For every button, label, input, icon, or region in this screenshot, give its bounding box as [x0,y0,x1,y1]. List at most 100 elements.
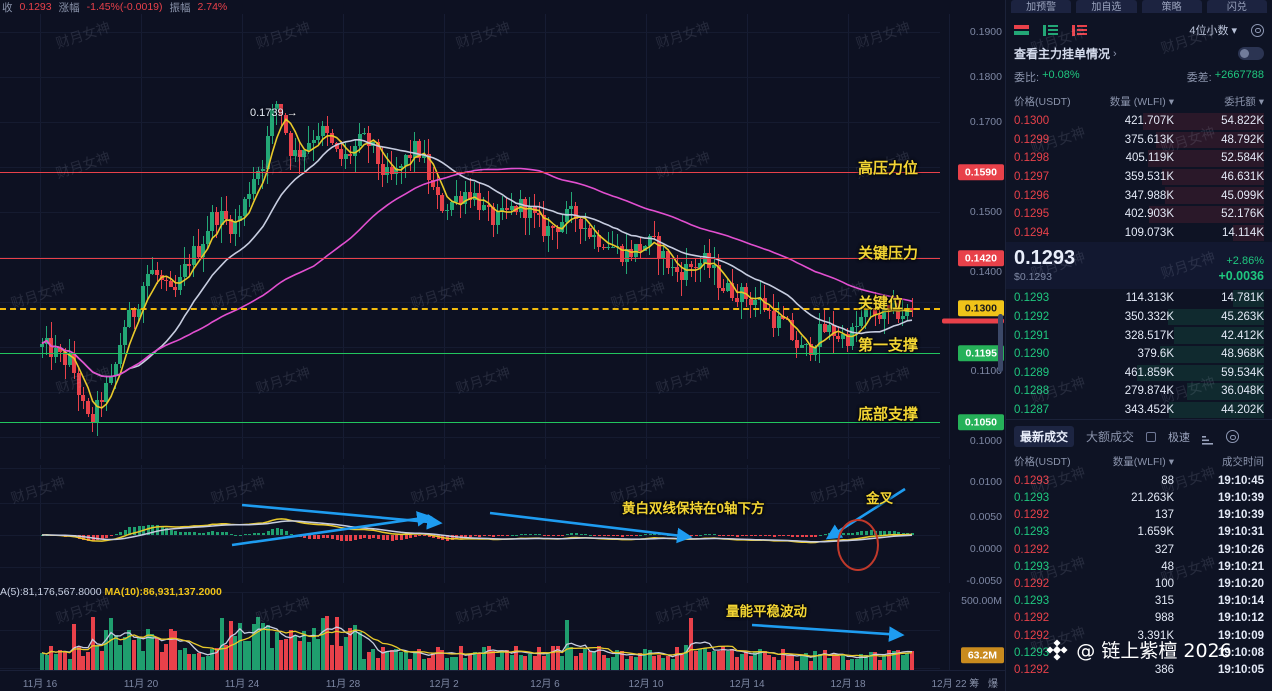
gridline-v [141,465,142,583]
bid-rows[interactable]: 0.1293 114.313K 14.781K 0.1292 350.332K 45.26… [1006,289,1272,419]
market-panel[interactable]: 加预警 加自选 策略 闪兑 4位小数 ▾ 查看主力挂单情况 › [1005,0,1272,691]
main-orders-link[interactable]: 查看主力挂单情况 › [1006,43,1272,66]
volume-bar [330,644,334,670]
macd-bar [690,535,694,536]
favorite-button[interactable]: 加自选 [1076,0,1137,13]
change-label: 涨幅 [58,1,80,14]
ask-row[interactable]: 0.1298 405.119K 52.584K [1006,149,1272,168]
volume-bar [698,648,703,670]
volume-bar [440,649,445,670]
main-orders-toggle[interactable] [1238,47,1264,60]
orderbook-col-total[interactable]: 委托额 ▾ [1224,96,1264,108]
volume-bar [730,649,735,670]
ask-row[interactable]: 0.1297 359.531K 46.631K [1006,168,1272,187]
macd-bar [252,533,256,535]
trades-gear-icon[interactable] [1226,430,1240,444]
volume-bar [661,657,666,670]
xaxis-corner-label[interactable]: 筹 爆 [969,679,1001,690]
bid-row[interactable]: 0.1290 379.6K 48.968K [1006,345,1272,364]
xtick-3: 11月 28 [325,679,361,690]
macd-pane[interactable]: 黄白双线保持在0轴下方 金叉 [0,465,950,583]
macd-bar [501,535,505,536]
depth-asks-icon[interactable] [1072,24,1087,37]
order-total: 54.822K [1221,115,1264,128]
volume-bar [168,628,173,670]
macd-bar [809,535,813,538]
bid-row[interactable]: 0.1292 350.332K 45.263K [1006,308,1272,327]
trade-rows[interactable]: 0.1293 88 19:10:45 0.1293 21.263K 19:10:39 0.1… [1006,472,1272,678]
depth-both-icon[interactable] [1014,24,1029,37]
trades-col-amount[interactable]: 数量(WLFI) ▾ [1112,456,1174,469]
volume-bar [481,647,486,670]
price-tag-high-resistance[interactable]: 0.1590 [957,164,1004,180]
strategy-button[interactable]: 策略 [1141,0,1202,13]
volume-bar [776,659,781,670]
ask-row[interactable]: 0.1300 421.707K 54.822K [1006,112,1272,131]
tab-latest-trades[interactable]: 最新成交 [1014,426,1075,448]
tab-large-trades[interactable]: 大额成交 [1086,430,1135,445]
volume-pane[interactable]: A(5):81,176,567.8000 MA(10):86,931,137.2… [0,586,950,670]
panel-top-buttons[interactable]: 加预警 加自选 策略 闪兑 [1006,0,1272,13]
depth-bids-icon[interactable] [1043,24,1058,37]
bid-row[interactable]: 0.1287 343.452K 44.202K [1006,401,1272,420]
ask-row[interactable]: 0.1299 375.613K 48.792K [1006,131,1272,150]
chart-area[interactable]: 收 0.1293 涨幅 -1.45%(-0.0019) 振幅 2.74% 高压力… [0,0,1005,691]
macd-bar [96,535,100,541]
price-tag-bottom-support[interactable]: 0.1050 [957,414,1004,430]
macd-ytick-0: 0.0100 [969,476,1002,488]
price-tag-key-resistance[interactable]: 0.1420 [957,250,1004,266]
ask-row[interactable]: 0.1294 109.073K 14.114K [1006,224,1272,243]
volume-bar [214,648,219,670]
annotation-volume-steady: 量能平稳波动 [726,604,807,619]
volume-bar [868,651,873,670]
volume-bar [514,645,519,670]
convert-button[interactable]: 闪兑 [1206,0,1267,13]
macd-bar [749,535,753,537]
bid-row[interactable]: 0.1291 328.517K 42.412K [1006,326,1272,345]
volume-bar [652,656,657,670]
macd-bar [621,535,624,537]
gear-icon[interactable] [1251,23,1264,37]
volume-current-tag[interactable]: 63.2M [960,647,1004,663]
volume-bar [656,655,661,670]
time-axis[interactable]: 12月 22 12月 18 12月 14 12月 10 12月 6 12月 2 11月 28… [0,670,1005,691]
price-tag-first-support[interactable]: 0.1195 [958,345,1004,361]
trades-header-tabs[interactable]: 最新成交 大额成交 极速 [1006,419,1272,451]
price-tag-key-level[interactable]: 0.1300 [957,300,1004,316]
volume-bar [500,652,505,670]
ask-row[interactable]: 0.1295 402.903K 52.176K [1006,205,1272,224]
diff-label: 委差: [1186,72,1212,84]
alert-button[interactable]: 加预警 [1011,0,1072,13]
volume-bar [578,652,583,670]
macd-bar [377,535,381,540]
macd-bar [59,535,63,536]
sort-icon[interactable] [1202,432,1214,445]
macd-bar [146,524,150,535]
macd-bar [588,534,592,536]
price-axis[interactable]: 0.1900 0.1800 0.1700 0.1500 0.1400 0.110… [940,14,1005,670]
macd-bar [510,534,514,536]
volume-bar [389,649,394,670]
bid-row[interactable]: 0.1289 461.859K 59.534K [1006,364,1272,383]
decimal-precision-select[interactable]: 4位小数 ▾ [1189,22,1237,38]
gridline-v [949,14,950,459]
chart-scrollbar[interactable] [998,314,1003,372]
ytick-6: 0.1000 [969,435,1002,447]
price-pane[interactable]: 高压力位 关键压力 关键位 第一支撑 底部支撑 0.1739 → [0,14,950,459]
macd-bar [450,535,454,541]
volume-bar [219,618,224,670]
trade-time: 19:10:39 [1217,509,1264,522]
diff-value: +2667788 [1214,69,1264,81]
bid-row[interactable]: 0.1293 114.313K 14.781K [1006,289,1272,308]
depth-bar [1161,168,1264,186]
annotation-first-support: 第一支撑 [858,337,919,354]
macd-bar [294,535,298,536]
fast-mode-checkbox[interactable] [1146,431,1157,442]
macd-bar [602,535,606,537]
orderbook-col-amount[interactable]: 数量 (WLFI) ▾ [1109,96,1174,108]
ask-rows[interactable]: 0.1300 421.707K 54.822K 0.1299 375.613K 48.79… [1006,112,1272,242]
bid-row[interactable]: 0.1288 279.874K 36.048K [1006,382,1272,401]
orderbook-toolbar[interactable]: 4位小数 ▾ [1006,17,1272,43]
ask-row[interactable]: 0.1296 347.988K 45.099K [1006,186,1272,205]
volume-bar [339,646,344,670]
